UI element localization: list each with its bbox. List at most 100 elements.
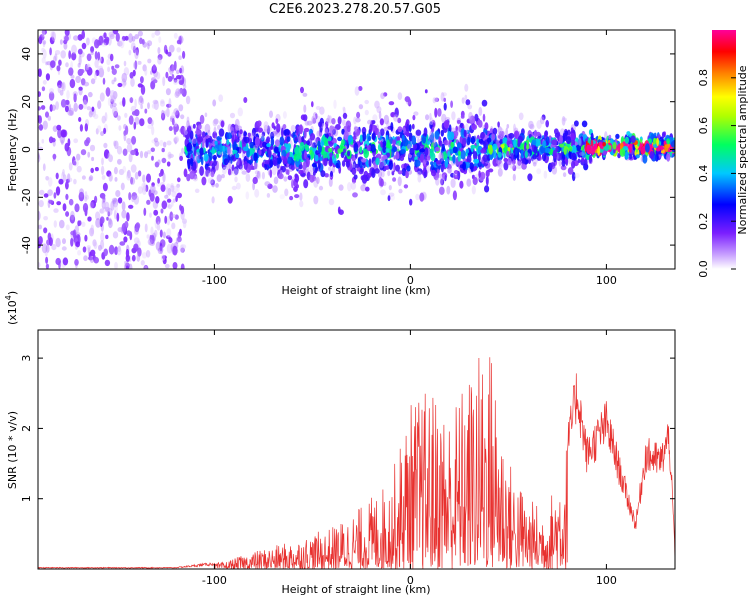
heatmap-cell [116,145,123,155]
heatmap-cell [93,241,98,250]
colorbar-label: Normalized spectral amplitude [736,65,749,234]
heatmap-cell [358,104,364,110]
heatmap-cell [89,227,95,237]
heatmap-cell [73,93,77,103]
heatmap-cell [149,240,156,246]
heatmap-cell [80,78,86,86]
heatmap-cell [374,100,380,109]
heatmap-cell [382,145,387,153]
heatmap-cell [528,120,534,129]
heatmap-cell [319,156,323,162]
heatmap-cell [113,77,117,82]
heatmap-cell [133,243,139,252]
heatmap-cell [581,120,588,128]
heatmap-cell [233,166,239,176]
heatmap-cell [266,126,272,133]
heatmap-cell [118,168,125,176]
heatmap-cell [59,39,63,45]
heatmap-cell [269,159,274,168]
heatmap-cell [55,257,61,266]
heatmap-cell [65,181,69,190]
heatmap-cell [327,136,332,142]
heatmap-cell [466,155,472,164]
heatmap-cell [60,50,66,59]
heatmap-cell [309,174,315,183]
heatmap-cell [141,182,146,191]
heatmap-cell [49,36,55,45]
heatmap-cell [512,164,517,172]
heatmap-cell [115,190,121,197]
heatmap-cell [272,185,278,193]
heatmap-cell [64,142,70,152]
heatmap-cell [149,234,153,243]
heatmap-cell [465,161,471,169]
heatmap-cell [397,92,403,100]
heatmap-cell [488,168,494,173]
heatmap-cell [459,122,463,129]
heatmap-cell [98,35,104,46]
heatmap-cell [91,156,95,162]
heatmap-cell [551,166,558,175]
heatmap-cell [353,142,359,153]
heatmap-cell [95,128,99,135]
heatmap-cell [78,103,84,110]
heatmap-cell [134,34,139,40]
heatmap-cell [371,168,376,179]
heatmap-cell [435,177,440,186]
heatmap-cell [124,112,128,118]
heatmap-cell [523,143,528,152]
heatmap-cell [69,107,75,116]
heatmap-cell [282,124,287,130]
heatmap-cell [254,188,260,198]
heatmap-cell [134,171,139,180]
heatmap-cell [562,172,567,178]
heatmap-cell [205,170,211,178]
heatmap-cell [441,174,446,181]
heatmap-cell [86,66,93,76]
heatmap-cell [171,201,174,207]
heatmap-cell [69,78,76,89]
heatmap-cell [109,103,114,109]
heatmap-cell [107,97,111,106]
heatmap-cell [441,143,446,152]
heatmap-cell [604,131,608,141]
heatmap-cell [266,193,271,198]
heatmap-cell [571,171,576,182]
heatmap-cell [62,238,66,245]
heatmap-cell [517,159,522,166]
heatmap-cell [190,157,194,167]
heatmap-cell [162,172,166,183]
heatmap-cell [292,131,296,137]
heatmap-cell [97,51,101,61]
heatmap-cell [398,188,403,194]
heatmap-cell [182,220,187,229]
heatmap-cell [68,177,73,182]
heatmap-cell [173,60,177,71]
heatmap-cell [492,143,498,150]
heatmap-cell [503,157,509,163]
heatmap-cell [177,236,182,243]
heatmap-y-tick-label: 0 [20,146,33,153]
heatmap-cell [471,124,477,130]
heatmap-cell [352,136,357,140]
heatmap-cell [47,115,51,121]
heatmap-cell [166,228,172,238]
snr-y-tick-label: 2 [20,425,33,432]
heatmap-cell [258,149,262,156]
heatmap-cell [670,141,675,148]
snr-multiplier: (x10 [6,300,19,325]
heatmap-cell [488,144,493,155]
heatmap-cell [212,99,217,107]
heatmap-cell [380,178,384,187]
heatmap-cell [294,194,300,199]
heatmap-cell [102,77,106,85]
heatmap-cell [199,166,205,176]
heatmap-cell [440,129,444,137]
heatmap-cell [55,172,59,180]
heatmap-cell [147,58,152,64]
heatmap-cell [165,71,169,79]
snr-multiplier-exponent: 4 [4,295,13,300]
heatmap-cell [94,59,99,68]
heatmap-cell [506,150,510,158]
heatmap-cell [513,130,520,140]
